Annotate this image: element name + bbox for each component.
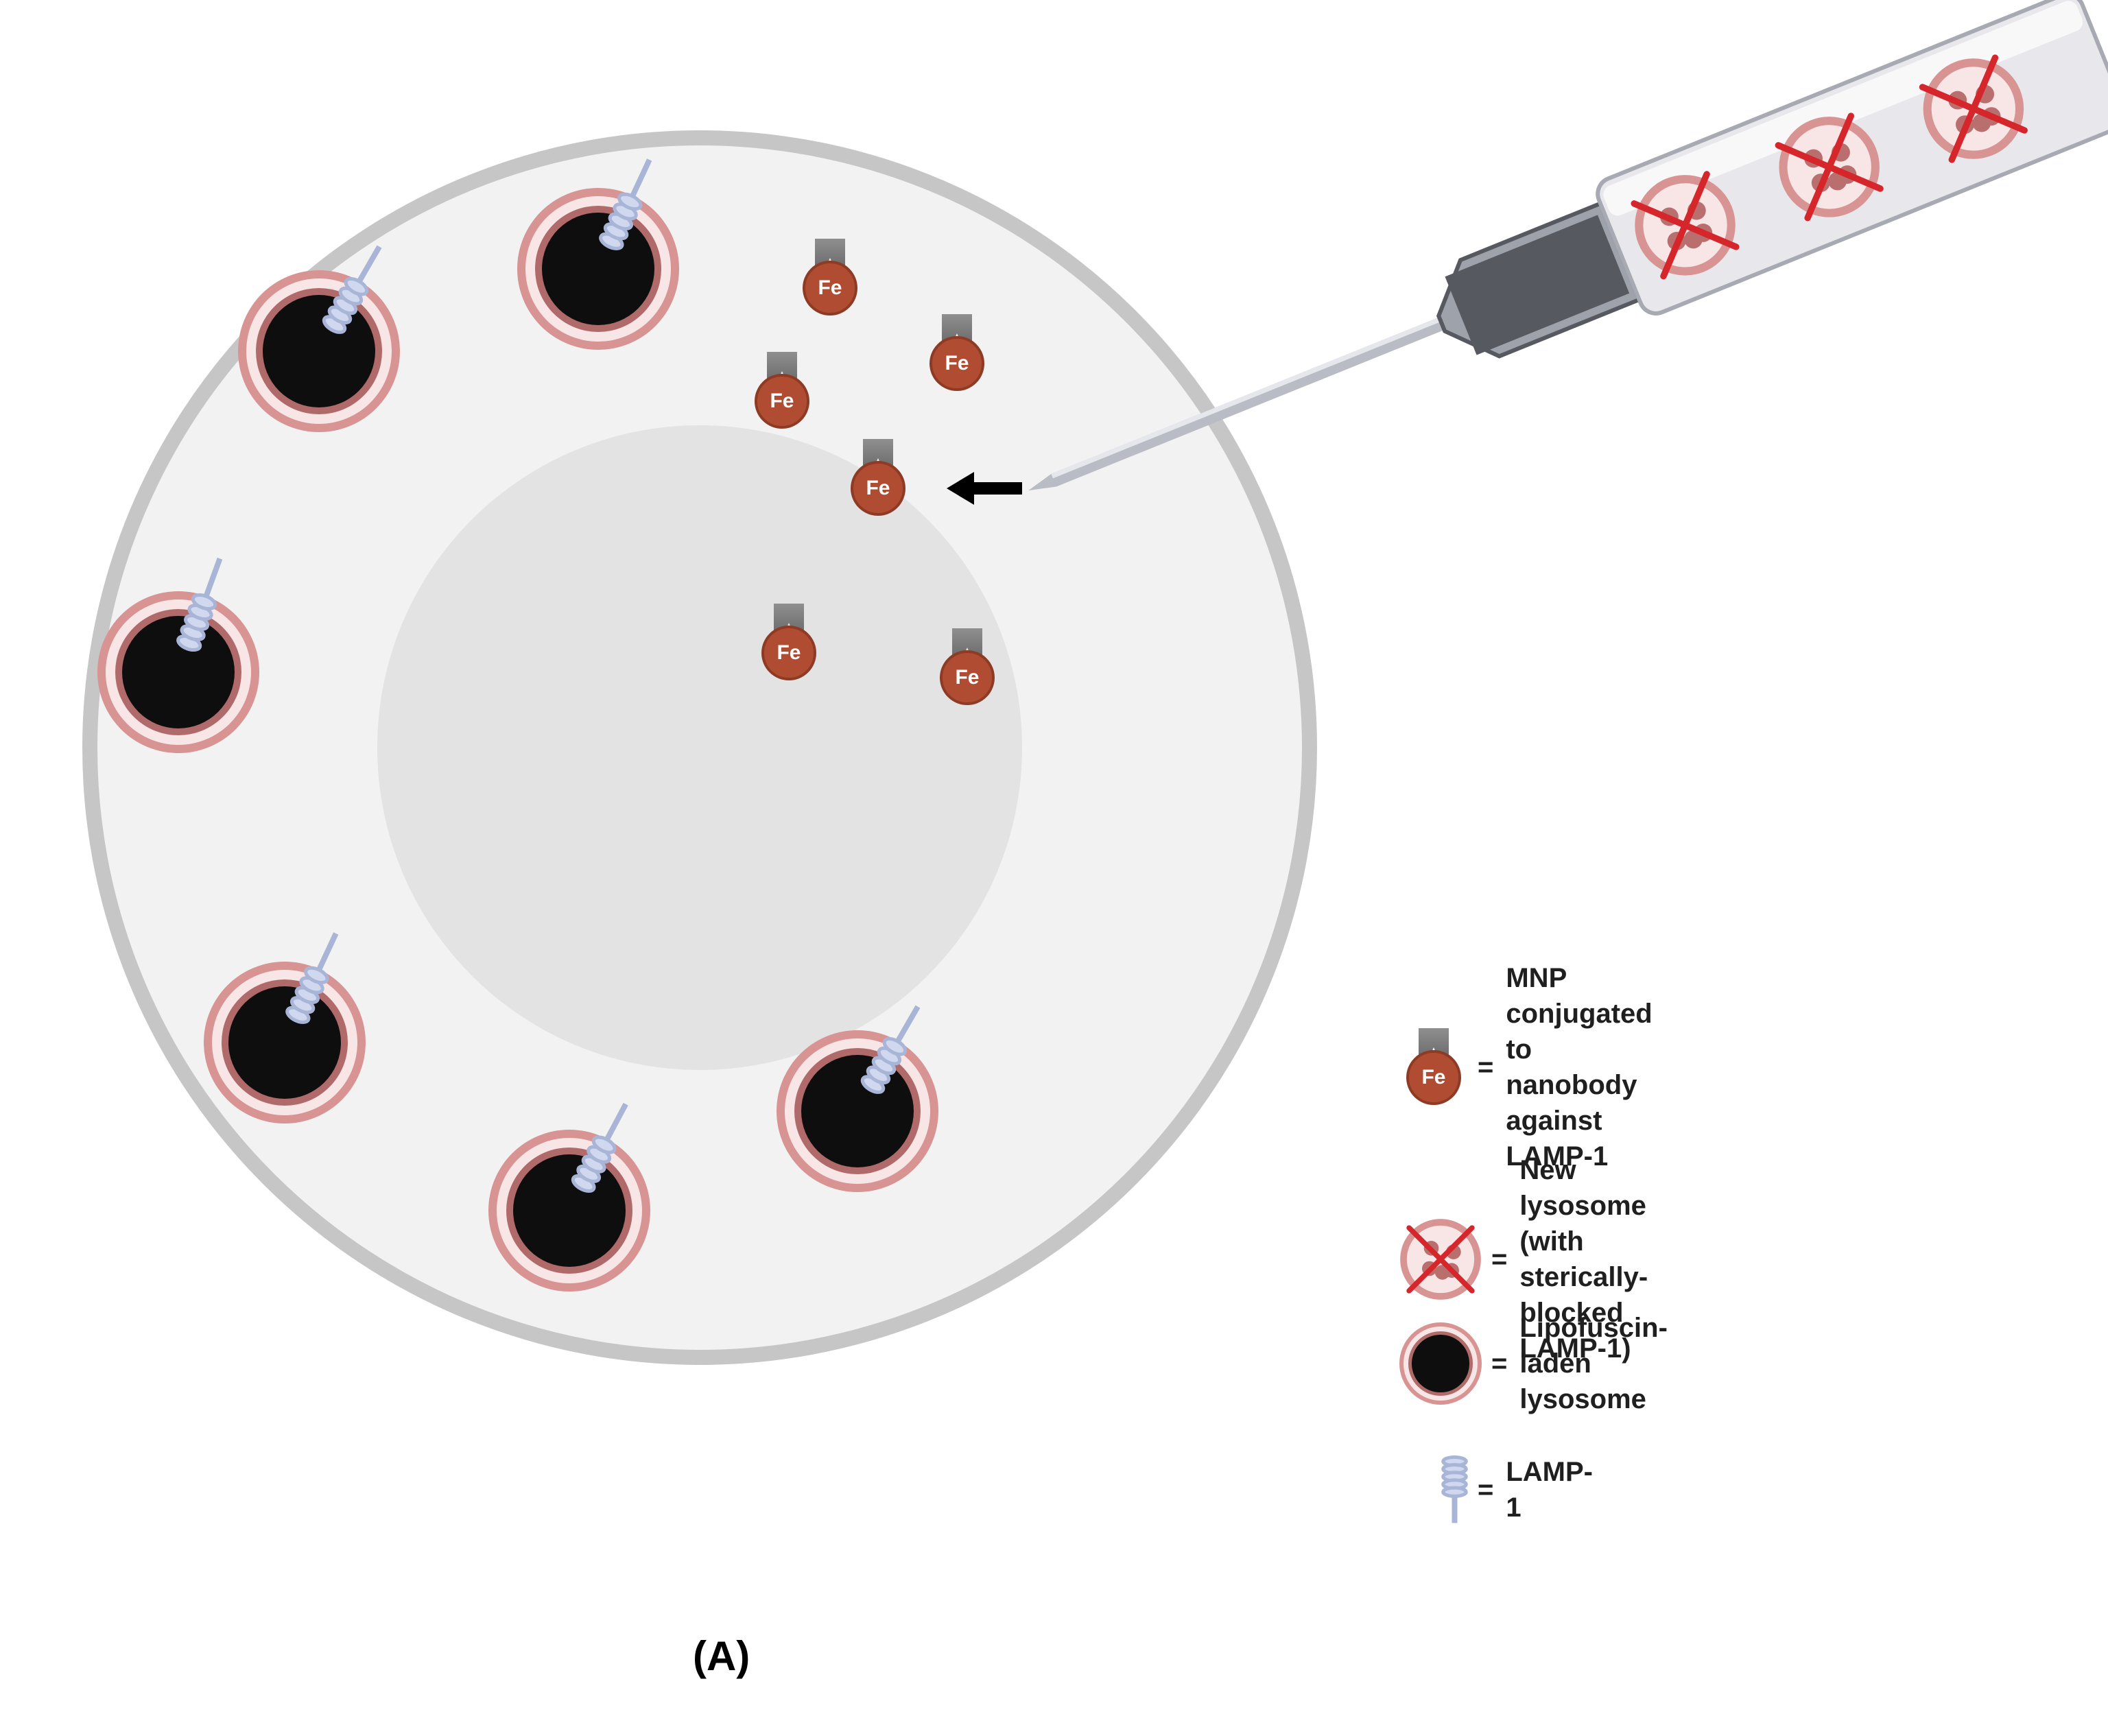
mnp-fe-particle: Fe (803, 261, 857, 316)
mnp-fe-label: Fe (761, 626, 816, 680)
lipofuscin-lysosome (488, 1130, 650, 1292)
legend-icon-lamp1 (1399, 1455, 1468, 1525)
mnp-fe-label: Fe (940, 650, 995, 705)
legend-icon-mnp: Fe (1399, 1030, 1468, 1105)
legend-row-mnp: Fe = MNP conjugated to nanobody against LA… (1399, 960, 1653, 1174)
mnp-fe-particle: Fe (755, 374, 809, 429)
diagram-canvas: Fe Fe Fe Fe Fe Fe Fe = MNP conjugated to nanobo… (0, 0, 2108, 1736)
legend-row-lamp1: = LAMP-1 (1399, 1454, 1593, 1525)
lipofuscin-lysosome (238, 270, 400, 432)
injection-arrow (947, 461, 1022, 519)
arrow-icon (947, 461, 1022, 516)
panel-label: (A) (693, 1632, 750, 1680)
legend-equals: = (1491, 1348, 1507, 1379)
legend-equals: = (1478, 1052, 1493, 1083)
legend-label-lamp1: LAMP-1 (1506, 1454, 1593, 1525)
lipofuscin-lysosome (97, 591, 259, 753)
legend-icon-newlys (1399, 1218, 1482, 1300)
syringe (1002, 0, 2108, 560)
legend-equals: = (1491, 1244, 1507, 1275)
mnp-fe-label: Fe (929, 336, 984, 391)
lipofuscin-lysosome (777, 1030, 938, 1192)
lipofuscin-lysosome (517, 188, 679, 350)
lipofuscin-lysosome (204, 962, 366, 1123)
mnp-fe-label: Fe (755, 374, 809, 429)
legend-label-mnp: MNP conjugated to nanobody against LAMP-… (1506, 960, 1652, 1174)
legend-icon-lipofuscin (1399, 1322, 1482, 1405)
mnp-fe-label: Fe (851, 461, 905, 516)
mnp-fe-label: Fe (1406, 1050, 1461, 1105)
mnp-fe-particle: Fe (761, 626, 816, 680)
mnp-fe-particle: Fe (940, 650, 995, 705)
legend-equals: = (1478, 1475, 1493, 1506)
syringe-icon (1002, 0, 2108, 558)
mnp-fe-particle: Fe (851, 461, 905, 516)
mnp-fe-label: Fe (803, 261, 857, 316)
mnp-fe-particle: Fe (929, 336, 984, 391)
cell-nucleus (377, 425, 1022, 1070)
legend-label-lipofuscin: Lipofuscin-laden lysosome (1519, 1310, 1668, 1417)
mnp-fe-particle: Fe (1406, 1050, 1461, 1105)
legend-row-lipofuscin: = Lipofuscin-laden lysosome (1399, 1310, 1668, 1417)
